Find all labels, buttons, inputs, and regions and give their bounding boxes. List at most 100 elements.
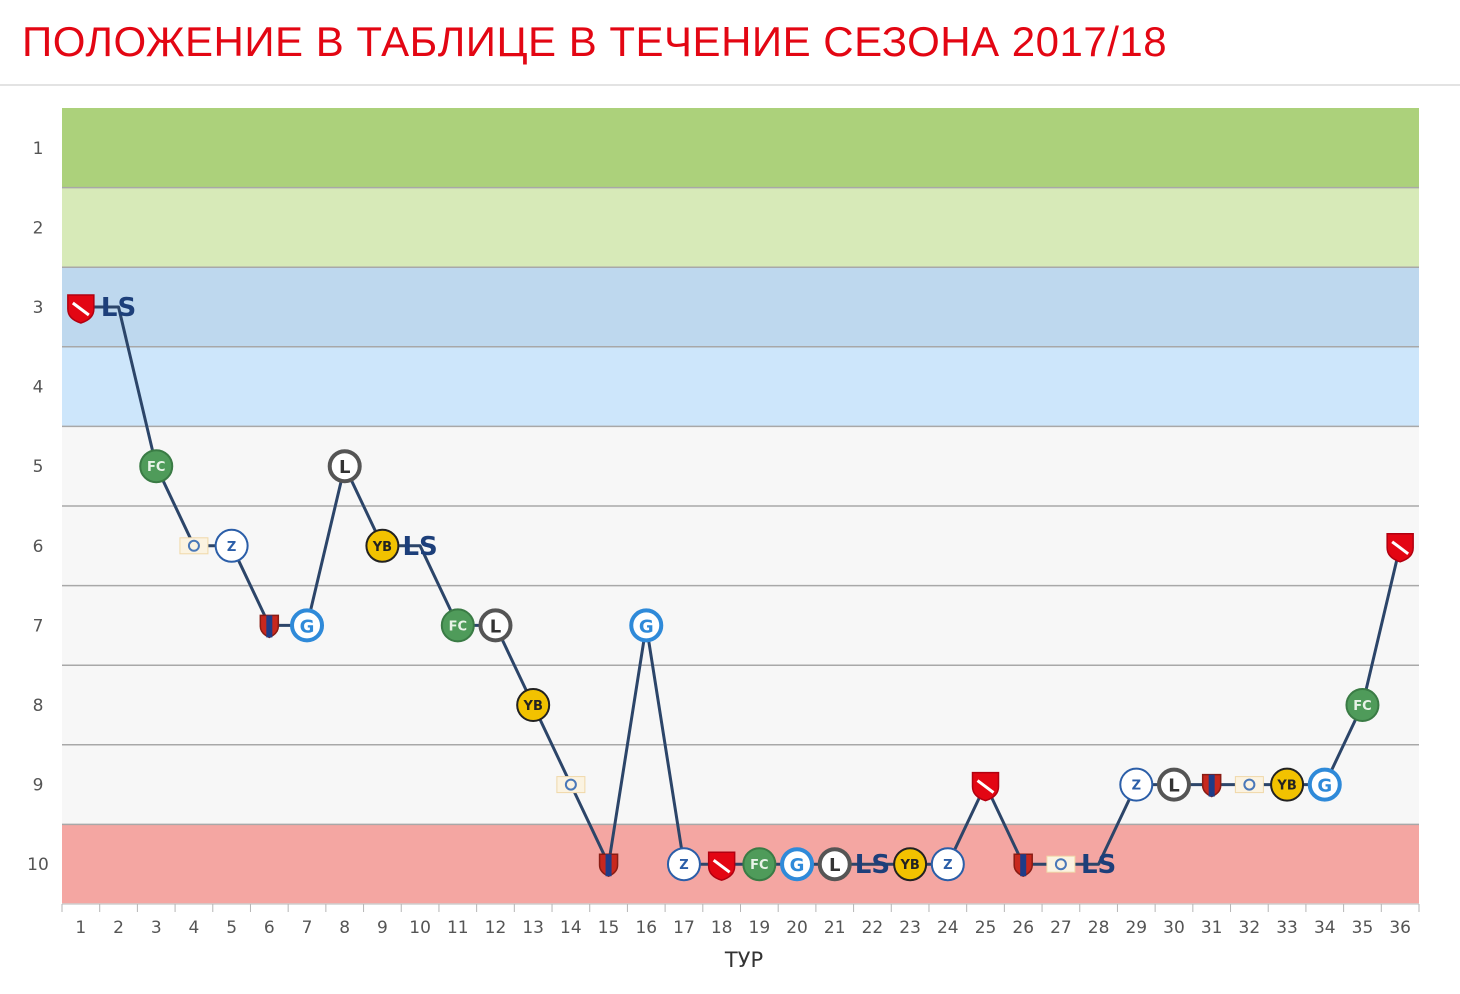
badge-shape bbox=[1156, 767, 1191, 802]
badge-shape bbox=[1046, 855, 1076, 873]
band-1 bbox=[62, 108, 1419, 188]
y-tick-label: 7 bbox=[33, 616, 44, 636]
grasshoppers-icon: G bbox=[1307, 767, 1342, 802]
badge-shape bbox=[327, 449, 362, 484]
band-2 bbox=[62, 187, 1419, 268]
x-tick-label: 28 bbox=[1088, 918, 1110, 938]
badge-letters: Z bbox=[1132, 779, 1141, 794]
luzern-icon bbox=[1046, 855, 1076, 873]
lugano-icon: L bbox=[327, 449, 362, 484]
basel-icon bbox=[598, 853, 619, 878]
young-boys-icon: YB bbox=[1270, 767, 1305, 802]
x-tick-label: 33 bbox=[1276, 918, 1298, 938]
x-tick-label: 23 bbox=[899, 918, 921, 938]
x-tick-label: 15 bbox=[598, 918, 620, 938]
luzern-icon bbox=[556, 776, 586, 794]
badge-shape bbox=[817, 847, 852, 882]
badge-shape bbox=[556, 776, 586, 794]
x-tick-label: 34 bbox=[1314, 918, 1336, 938]
badge-letters: G bbox=[639, 616, 654, 637]
zurich-icon: Z bbox=[666, 847, 701, 882]
position-series: LS FC Z G L YB LS FC L YB G Z FC G L LS YB Z LS Z L YB G FC bbox=[67, 293, 1414, 882]
y-axis-ticks: 1 2 3 4 5 6 7 8 9 10 bbox=[27, 139, 49, 875]
position-bands bbox=[62, 108, 1419, 904]
x-tick-label: 32 bbox=[1239, 918, 1261, 938]
x-tick-label: 26 bbox=[1012, 918, 1034, 938]
zurich-icon: Z bbox=[214, 528, 249, 563]
badge-shape bbox=[139, 449, 174, 484]
lugano-icon: L bbox=[817, 847, 852, 882]
thun-icon bbox=[1386, 533, 1414, 563]
badge-letters: G bbox=[1317, 776, 1332, 797]
thun-icon bbox=[67, 294, 95, 324]
badge-stripe bbox=[1208, 774, 1215, 797]
badge-letters: YB bbox=[899, 858, 919, 873]
x-tick-label: 29 bbox=[1125, 918, 1147, 938]
st-gallen-icon: FC bbox=[440, 608, 475, 643]
x-tick-label: 19 bbox=[749, 918, 771, 938]
x-tick-label: 17 bbox=[673, 918, 695, 938]
x-tick-label: 25 bbox=[975, 918, 997, 938]
x-tick-label: 27 bbox=[1050, 918, 1072, 938]
badge-letters: LS bbox=[1081, 850, 1116, 880]
luzern-icon bbox=[1234, 776, 1264, 794]
x-tick-label: 20 bbox=[786, 918, 808, 938]
x-tick-label: 3 bbox=[151, 918, 162, 938]
badge-letters: G bbox=[790, 855, 805, 876]
basel-icon bbox=[1201, 773, 1222, 798]
st-gallen-icon: FC bbox=[1345, 688, 1380, 722]
badge-letters: LS bbox=[402, 532, 437, 562]
x-tick-label: 24 bbox=[937, 918, 959, 938]
badge-stripe bbox=[1020, 854, 1027, 877]
x-tick-label: 16 bbox=[635, 918, 657, 938]
young-boys-icon: YB bbox=[516, 688, 551, 722]
x-tick-label: 6 bbox=[264, 918, 275, 938]
x-axis: 1 2 3 4 5 6 7 8 9 10 11 12 13 14 15 16 17 18 19 20 21 22 23 24 2… bbox=[61, 904, 1420, 938]
x-tick-label: 35 bbox=[1352, 918, 1374, 938]
badge-letters: YB bbox=[372, 540, 392, 555]
badge-shape bbox=[179, 537, 209, 555]
badge-letters: YB bbox=[523, 699, 543, 714]
x-tick-label: 2 bbox=[113, 918, 124, 938]
grasshoppers-icon: G bbox=[629, 608, 664, 643]
x-tick-label: 7 bbox=[302, 918, 313, 938]
badge-mark bbox=[187, 539, 200, 552]
badge-shape bbox=[1119, 767, 1154, 802]
badge-stripe bbox=[605, 854, 612, 877]
y-tick-label: 2 bbox=[33, 218, 44, 238]
y-tick-label: 4 bbox=[33, 378, 44, 398]
badge-mark bbox=[564, 778, 577, 791]
x-tick-label: 10 bbox=[409, 918, 431, 938]
badge-shape bbox=[1307, 767, 1342, 802]
basel-icon bbox=[1013, 853, 1033, 878]
badge-shape bbox=[1270, 767, 1305, 802]
badge-letters: L bbox=[339, 457, 350, 478]
badge-shape bbox=[214, 528, 249, 563]
badge-letters: Z bbox=[227, 540, 236, 555]
x-tick-label: 9 bbox=[377, 918, 388, 938]
badge-letters: Z bbox=[679, 858, 688, 873]
badge-shape bbox=[478, 608, 513, 643]
badge-stripe bbox=[71, 301, 90, 317]
badge-stripe bbox=[266, 615, 273, 638]
x-tick-label: 11 bbox=[447, 918, 469, 938]
badge-shape bbox=[365, 528, 400, 563]
zurich-icon: Z bbox=[1119, 767, 1154, 802]
zurich-icon: Z bbox=[930, 847, 965, 882]
st-gallen-icon: FC bbox=[742, 847, 777, 882]
y-tick-label: 5 bbox=[33, 457, 44, 477]
lausanne-icon: LS bbox=[101, 293, 136, 323]
badge-shape bbox=[1345, 688, 1380, 722]
badge-shape bbox=[742, 847, 777, 882]
x-tick-label: 12 bbox=[485, 918, 507, 938]
y-tick-label: 1 bbox=[33, 139, 44, 159]
badge-letters: L bbox=[490, 616, 501, 637]
thun-icon bbox=[971, 771, 1000, 802]
badge-letters: G bbox=[300, 616, 315, 637]
x-axis-label: ТУР bbox=[724, 948, 763, 972]
st-gallen-icon: FC bbox=[139, 449, 174, 484]
x-tick-label: 21 bbox=[824, 918, 846, 938]
x-tick-label: 13 bbox=[522, 918, 544, 938]
lausanne-icon: LS bbox=[1081, 850, 1116, 880]
